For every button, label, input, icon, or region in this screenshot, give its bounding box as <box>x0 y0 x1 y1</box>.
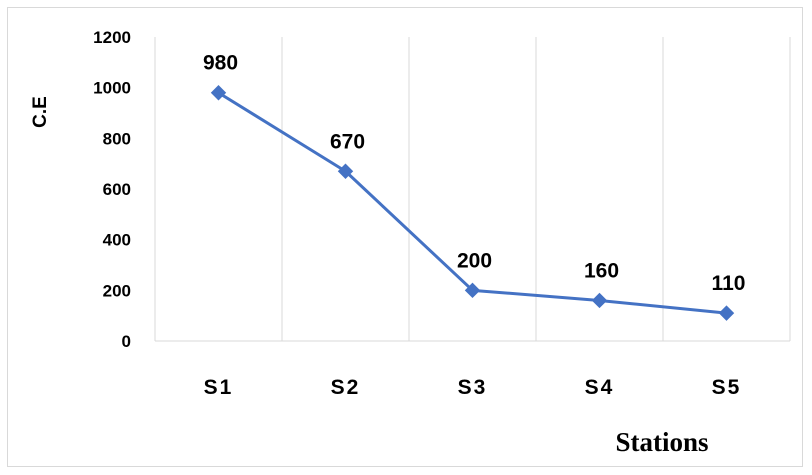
data-label: 160 <box>584 259 619 282</box>
y-tick-labels: 0 200 400 600 800 1000 1200 <box>93 28 131 351</box>
y-tick-label: 600 <box>103 180 131 199</box>
y-tick-label: 0 <box>122 332 131 351</box>
x-axis-title: Stations <box>615 427 708 457</box>
x-tick-label: S3 <box>458 376 488 399</box>
x-tick-label: S4 <box>585 376 615 399</box>
y-tick-label: 200 <box>103 281 131 300</box>
data-label: 110 <box>712 272 746 295</box>
x-tick-labels: S1 S2 S3 S4 S5 <box>204 376 742 399</box>
series-line <box>217 91 727 315</box>
data-label: 980 <box>203 52 238 75</box>
data-label: 670 <box>330 130 365 153</box>
series <box>210 85 735 321</box>
gridlines <box>154 37 791 341</box>
data-label: 200 <box>457 249 492 272</box>
data-point-marker <box>464 282 481 299</box>
data-point-marker <box>337 163 354 179</box>
y-tick-label: 1000 <box>93 79 131 98</box>
x-tick-label: S5 <box>712 376 742 399</box>
x-tick-label: S1 <box>204 376 234 399</box>
data-point-marker <box>210 85 227 101</box>
x-tick-label: S2 <box>331 376 361 399</box>
y-axis-title: C.E <box>30 96 51 128</box>
data-point-marker <box>591 292 608 309</box>
y-tick-label: 400 <box>103 231 131 250</box>
y-tick-label: 1200 <box>93 28 131 47</box>
data-point-marker <box>718 305 735 321</box>
chart-frame <box>7 7 803 467</box>
y-tick-label: 800 <box>103 129 131 148</box>
data-labels: 980 670 200 160 110 <box>203 52 745 295</box>
